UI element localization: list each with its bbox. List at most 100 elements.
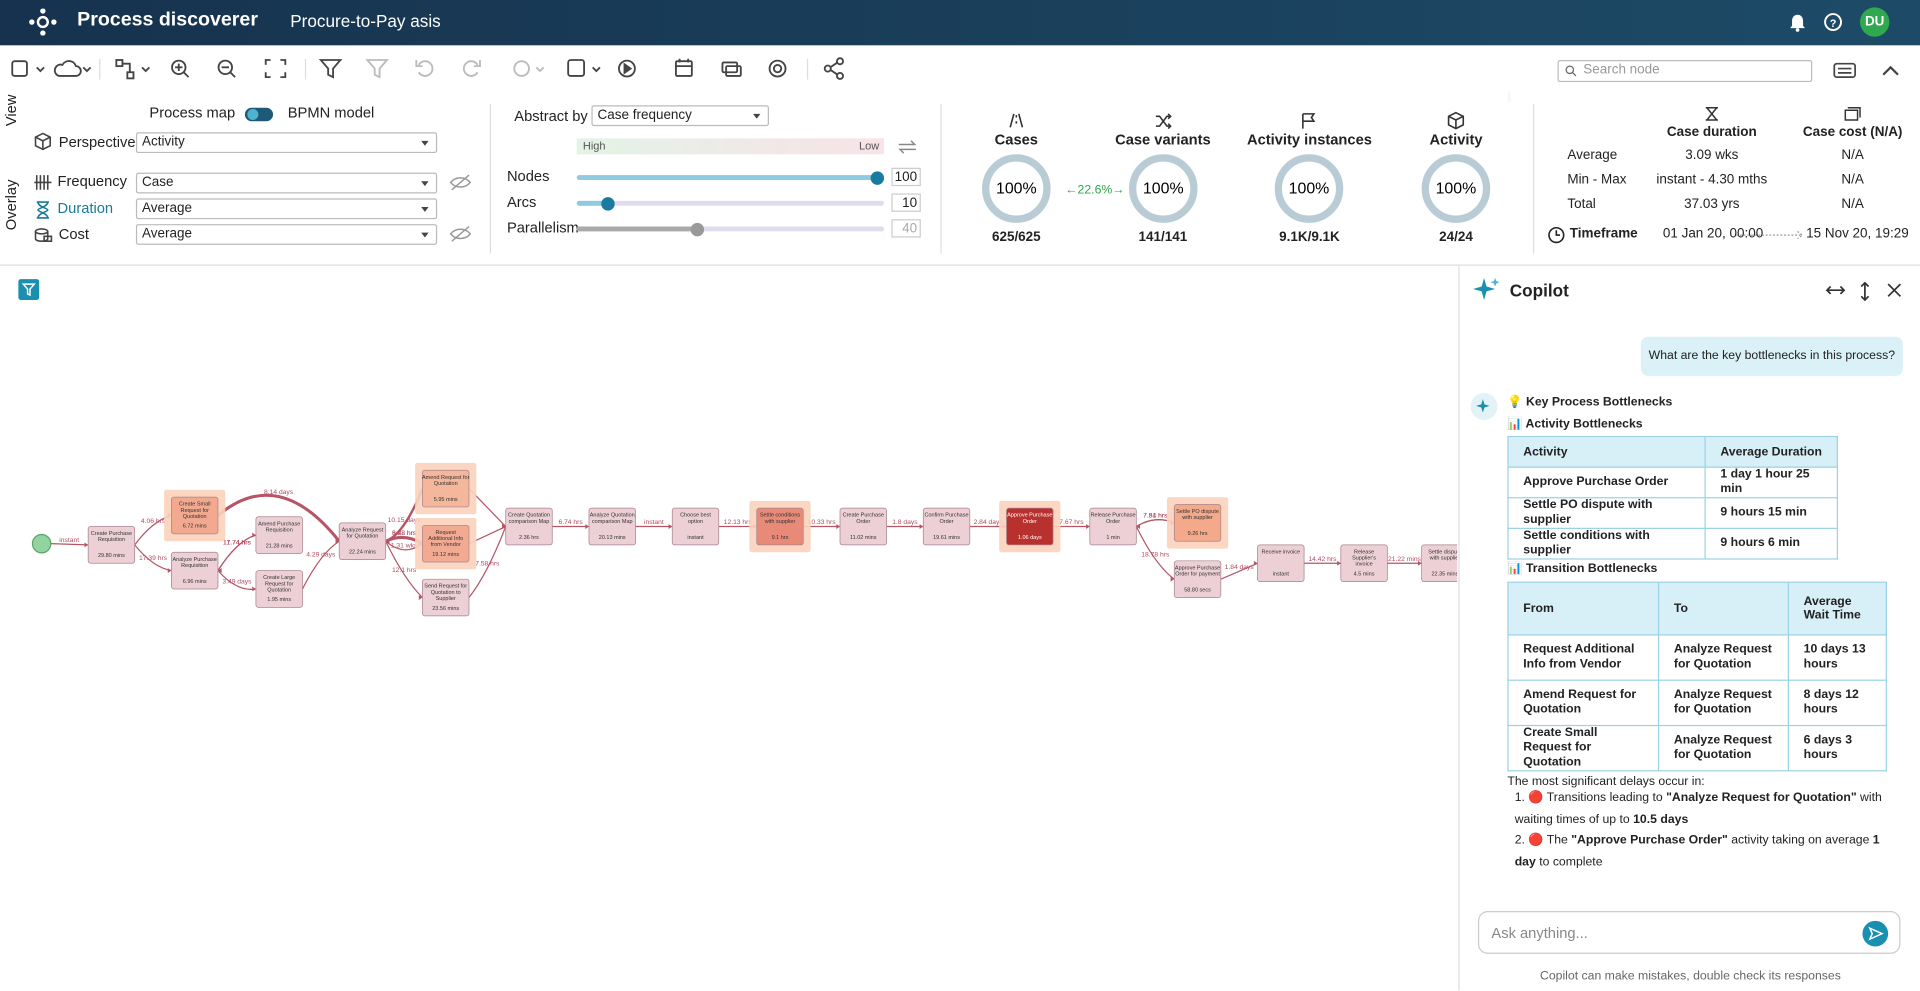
- process-map-option[interactable]: Process map: [149, 104, 236, 122]
- activity-node[interactable]: Amend Request for Quotation 5.95 mins: [415, 462, 477, 515]
- activity-node[interactable]: Analyze Request for Quotation 22.24 mins: [338, 522, 387, 560]
- map-filter-button[interactable]: [18, 279, 40, 301]
- chat-input[interactable]: Ask anything...: [1477, 911, 1901, 954]
- table-header: From To Average Wait Time: [1507, 581, 1887, 636]
- activity-table: Activity Average Duration Approve Purchase…: [1507, 435, 1838, 560]
- node-label: Create Large Request for Quotation: [263, 575, 295, 593]
- activity-node[interactable]: Release Supplier's invoice 4.5 mins: [1340, 544, 1388, 583]
- edge-label: 1.31 wks: [391, 542, 418, 549]
- perspective-select[interactable]: Activity: [135, 132, 438, 154]
- node-box: [338, 522, 387, 560]
- swap-icon[interactable]: [898, 140, 918, 155]
- view-toggle[interactable]: [244, 107, 274, 122]
- table-cell: 1 day 1 hour 25 min: [1704, 466, 1838, 499]
- activity-node[interactable]: Analyze Purchase Requisition 6.96 mins: [171, 551, 219, 590]
- separator: [806, 58, 809, 80]
- slider-thumb[interactable]: [870, 171, 885, 185]
- activity-node[interactable]: Analyze Quotation comparison Map 20.13 min…: [588, 507, 636, 546]
- node-label: Create Purchase Order: [843, 513, 884, 525]
- response-heading: 💡 Key Process Bottlenecks: [1507, 395, 1673, 409]
- duration-select[interactable]: Average: [135, 198, 438, 220]
- finding: 🔴 The "Approve Purchase Order" activity …: [1515, 830, 1904, 873]
- svg-text:?: ?: [1830, 18, 1837, 30]
- slider-thumb[interactable]: [690, 222, 705, 237]
- notifications[interactable]: [1789, 13, 1806, 32]
- edge-arrow: [217, 568, 222, 574]
- table-cell: Analyze Request for Quotation: [1657, 679, 1789, 727]
- node-duration: 4.5 mins: [1354, 572, 1375, 578]
- node-label: Create Quotation comparison Map: [508, 513, 550, 525]
- header: Process discoverer Procure-to-Pay asis ?…: [0, 0, 1920, 46]
- slider-input: 100: [891, 167, 921, 187]
- edge: [468, 526, 507, 598]
- activity-node[interactable]: Settle PO dispute with supplier 9.26 hrs: [1166, 497, 1229, 549]
- activity-node[interactable]: Confirm Purchase Order 19.61 mins: [922, 507, 971, 546]
- node-box: [1006, 507, 1054, 546]
- slider-thumb[interactable]: [600, 197, 615, 211]
- search-box[interactable]: Search node: [1557, 60, 1813, 83]
- edge-arrow: [335, 538, 340, 544]
- kpi-percent: 100%: [996, 180, 1037, 197]
- bpmn-option[interactable]: BPMN model: [287, 104, 375, 122]
- timeframe-start: 01 Jan 20, 00:00: [1662, 226, 1764, 242]
- frequency-select[interactable]: Case: [135, 172, 438, 194]
- activity-node[interactable]: Choose best option instant: [671, 507, 720, 546]
- frequency-label: Frequency: [57, 172, 127, 190]
- slider-fill: [576, 175, 877, 181]
- edge-arrow: [84, 542, 89, 548]
- activity-node[interactable]: Approve Purchase Order 1.06 days: [999, 500, 1061, 553]
- toolbar-right[interactable]: [1833, 62, 1906, 79]
- table-cell: Settle conditions with supplier: [1507, 527, 1706, 560]
- edge: [1135, 526, 1175, 580]
- table-row: Settle PO dispute with supplier 9 hours 1…: [1507, 497, 1838, 529]
- edge: [385, 540, 423, 598]
- visibility-toggles[interactable]: [449, 174, 472, 243]
- activity-node[interactable]: Create Purchase Requisition 29.80 mins: [87, 526, 136, 564]
- activity-node[interactable]: Send Request for Quotation to Supplier 23.5…: [422, 578, 470, 617]
- send-button[interactable]: [1862, 920, 1889, 947]
- node-box: [422, 524, 470, 563]
- icon-path: [1555, 230, 1561, 236]
- activity-node[interactable]: Approve Purchase Order for payment 58.80 s…: [1173, 560, 1222, 598]
- copilot-controls[interactable]: [1824, 281, 1910, 302]
- kpi-count: 24/24: [1439, 230, 1473, 245]
- activity-node[interactable]: Amend Purchase Requisition 21.28 mins: [255, 516, 303, 554]
- node-duration: 9.1 hrs: [772, 535, 789, 541]
- project-name[interactable]: Procure-to-Pay asis: [290, 11, 441, 31]
- activity-heading: 📊 Activity Bottlenecks: [1507, 417, 1643, 432]
- node-box: [255, 516, 303, 554]
- icon-path: [1844, 107, 1861, 121]
- frequency-gradient: High Low: [576, 138, 885, 155]
- activity-node[interactable]: Settle conditions with supplier 9.1 hrs: [749, 500, 811, 553]
- kpi-count: 9.1K/9.1K: [1279, 230, 1340, 245]
- cost-select[interactable]: Average: [135, 224, 438, 245]
- finding-text: "Analyze Request for Quotation": [1666, 791, 1857, 805]
- activity-node[interactable]: Create Quotation comparison Map 2.36 hrs: [505, 507, 553, 546]
- finding-text: to complete: [1535, 855, 1603, 869]
- column-header: Average Wait Time: [1787, 581, 1887, 636]
- activity-node[interactable]: Create Small Request for Quotation 6.72 min…: [164, 489, 226, 542]
- abstract-select[interactable]: Case frequency: [591, 105, 769, 127]
- activity-node[interactable]: Receive invoice instant: [1257, 544, 1305, 583]
- edges: instant 4.06 hrs 17.39 hrs 8.14 days 11.74 h…: [50, 488, 1422, 601]
- edge-label: instant: [59, 537, 79, 544]
- slider-track: [576, 200, 885, 206]
- avatar[interactable]: DU: [1860, 7, 1890, 37]
- process-map[interactable]: instant 4.06 hrs 17.39 hrs 8.14 days 11.74 h…: [0, 266, 1458, 991]
- column-header: Activity: [1507, 435, 1706, 468]
- transition-table: From To Average Wait Time Request Additiona…: [1507, 581, 1887, 772]
- copilot-icon: [1473, 277, 1500, 301]
- toolbar-icons[interactable]: [0, 45, 857, 92]
- edge-label: 6.74 hrs: [558, 519, 583, 526]
- kpi: Cases 100% 625/625: [943, 111, 1090, 245]
- activity-node[interactable]: Request Additional Info from Vendor 19.12 m…: [415, 517, 477, 570]
- node-label: Release Purchase Order: [1091, 513, 1136, 525]
- node-duration: 19.61 mins: [933, 535, 960, 541]
- node-box: [1173, 560, 1222, 598]
- kpi-donut: 100%: [1128, 154, 1198, 223]
- help[interactable]: ?: [1823, 12, 1843, 32]
- activity-node[interactable]: Create Large Request for Quotation 1.95 min…: [255, 570, 303, 608]
- activity-node[interactable]: Release Purchase Order 1 min: [1089, 507, 1137, 546]
- activity-node[interactable]: Create Purchase Order 11.02 mins: [839, 507, 887, 546]
